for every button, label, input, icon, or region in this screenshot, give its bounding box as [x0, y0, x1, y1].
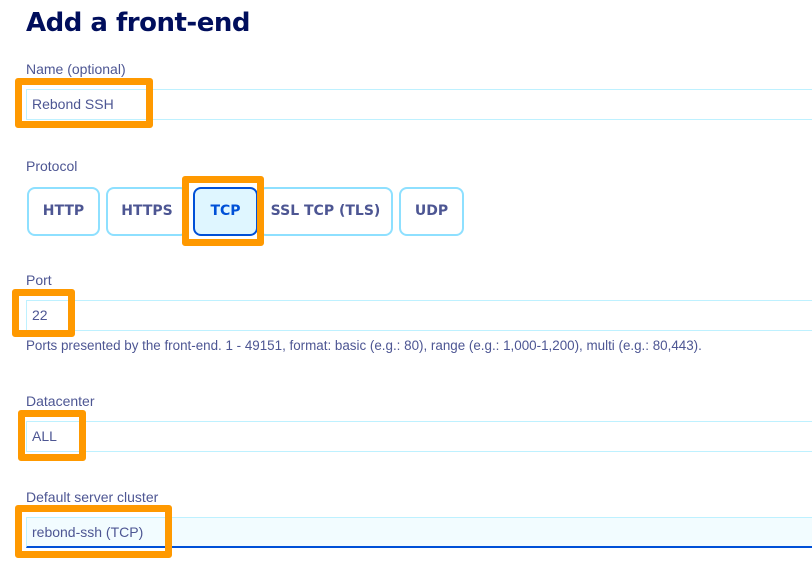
protocol-http-button[interactable]: HTTP	[27, 187, 100, 236]
protocol-tcp-button[interactable]: TCP	[193, 187, 258, 236]
protocol-ssl-tcp-button[interactable]: SSL TCP (TLS)	[258, 187, 393, 236]
datacenter-label: Datacenter	[26, 393, 95, 409]
name-label: Name (optional)	[26, 61, 126, 77]
port-label: Port	[26, 272, 52, 288]
protocol-udp-button[interactable]: UDP	[399, 187, 464, 236]
protocol-https-button[interactable]: HTTPS	[106, 187, 188, 236]
page-title: Add a front-end	[26, 8, 250, 38]
name-input[interactable]: Rebond SSH	[26, 89, 812, 120]
cluster-select[interactable]: rebond-ssh (TCP)	[26, 517, 812, 548]
port-input[interactable]: 22	[26, 300, 812, 331]
cluster-label: Default server cluster	[26, 489, 159, 505]
protocol-label: Protocol	[26, 158, 78, 174]
port-help-text: Ports presented by the front-end. 1 - 49…	[26, 338, 702, 353]
datacenter-select[interactable]: ALL	[26, 421, 812, 452]
